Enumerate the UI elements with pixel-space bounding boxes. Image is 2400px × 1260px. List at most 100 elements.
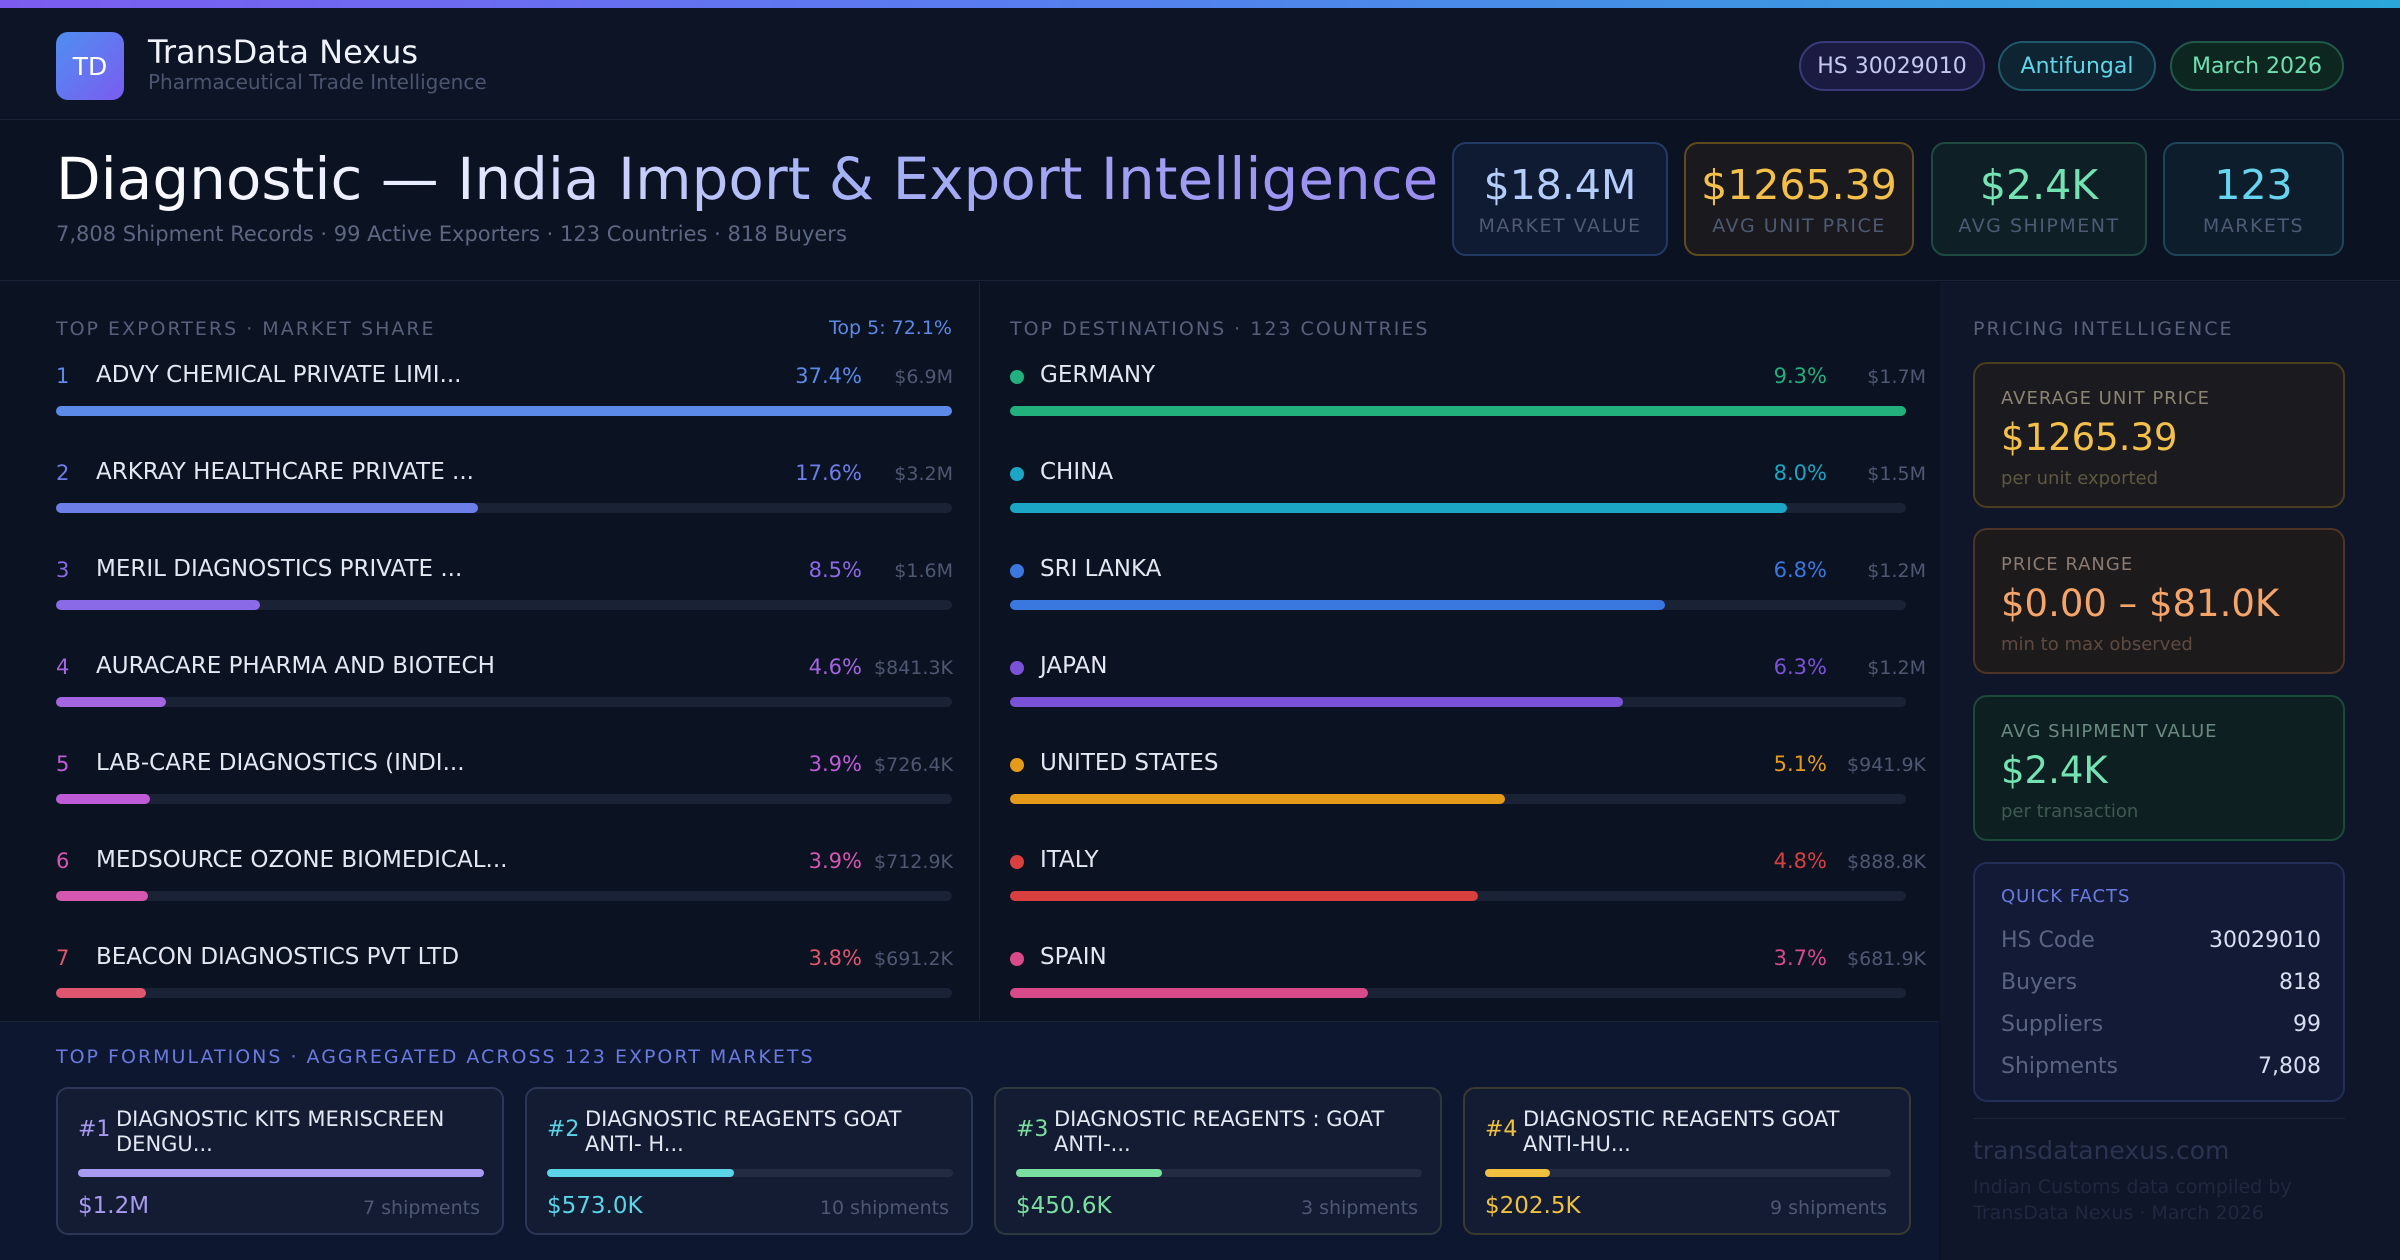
formulation-rank: #2 [547, 1117, 580, 1142]
kpi-avg-unit-price: $1265.39 AVG UNIT PRICE [1684, 142, 1914, 256]
country-value: $1.2M [1867, 560, 1926, 582]
kpi-market-value: $18.4M MARKET VALUE [1452, 142, 1668, 256]
exporter-value: $726.4K [874, 754, 953, 776]
formulation-share-bar [547, 1169, 734, 1177]
fact-value: 99 [2293, 1012, 2321, 1037]
country-value: $681.9K [1847, 948, 1926, 970]
category-tag[interactable]: Antifungal [1998, 41, 2156, 91]
exporter-share-bar [56, 697, 166, 707]
exporter-rank: 5 [56, 752, 70, 776]
country-share-bar [1010, 600, 1665, 610]
exporter-share-bar [56, 406, 952, 416]
kpi-label: AVG UNIT PRICE [1712, 215, 1886, 237]
destination-row[interactable]: SRI LANKA 6.8% $1.2M [981, 556, 1939, 618]
country-share-track [1010, 406, 1906, 416]
exporter-share-pct: 3.8% [808, 946, 862, 970]
country-color-dot [1010, 370, 1024, 384]
formulation-rank: #3 [1016, 1117, 1049, 1142]
country-color-dot [1010, 564, 1024, 578]
country-share-track [1010, 794, 1906, 804]
kpi-avg-shipment: $2.4K AVG SHIPMENT [1931, 142, 2147, 256]
destination-row[interactable]: GERMANY 9.3% $1.7M [981, 362, 1939, 424]
exporter-share-pct: 8.5% [808, 558, 862, 582]
exporter-row[interactable]: 4 AURACARE PHARMA AND BIOTECH 4.6% $841.3K [0, 653, 980, 715]
period-tag[interactable]: March 2026 [2170, 41, 2344, 91]
destination-row[interactable]: SPAIN 3.7% $681.9K [981, 944, 1939, 1006]
country-share-pct: 6.8% [1773, 558, 1827, 582]
country-value: $888.8K [1847, 851, 1926, 873]
brand-subtitle: Pharmaceutical Trade Intelligence [148, 70, 487, 94]
country-share-bar [1010, 988, 1368, 998]
destination-row[interactable]: ITALY 4.8% $888.8K [981, 847, 1939, 909]
exporter-row[interactable]: 1 ADVY CHEMICAL PRIVATE LIMI... 37.4% $6.9M [0, 362, 980, 424]
country-value: $1.5M [1867, 463, 1926, 485]
exporter-share-pct: 3.9% [808, 849, 862, 873]
exporter-rank: 4 [56, 655, 70, 679]
kpi-markets: 123 MARKETS [2163, 142, 2344, 256]
country-name: GERMANY [1040, 362, 1156, 388]
exporter-row[interactable]: 3 MERIL DIAGNOSTICS PRIVATE ... 8.5% $1.6M [0, 556, 980, 618]
exporter-name: AURACARE PHARMA AND BIOTECH [96, 653, 495, 679]
country-share-bar [1010, 697, 1623, 707]
formulation-share-track [1485, 1169, 1891, 1177]
formulation-card[interactable]: #1 DIAGNOSTIC KITS MERISCREEN DENGU... $1.… [56, 1087, 504, 1235]
formulations-title: TOP FORMULATIONS · AGGREGATED ACROSS 123… [56, 1046, 815, 1068]
fact-key: HS Code [2001, 928, 2095, 953]
card-label: QUICK FACTS [2001, 886, 2131, 907]
country-color-dot [1010, 467, 1024, 481]
exporter-share-track [56, 406, 952, 416]
country-share-pct: 3.7% [1773, 946, 1827, 970]
formulation-rank: #4 [1485, 1117, 1518, 1142]
country-color-dot [1010, 952, 1024, 966]
destination-row[interactable]: UNITED STATES 5.1% $941.9K [981, 750, 1939, 812]
exporter-share-bar [56, 600, 260, 610]
country-share-track [1010, 600, 1906, 610]
exporter-row[interactable]: 2 ARKRAY HEALTHCARE PRIVATE ... 17.6% $3.2M [0, 459, 980, 521]
exporter-share-bar [56, 503, 478, 513]
card-label: AVG SHIPMENT VALUE [2001, 721, 2218, 742]
kpi-label: MARKET VALUE [1478, 215, 1642, 237]
formulation-shipments: 7 shipments [363, 1197, 480, 1219]
price-range-card: PRICE RANGE $0.00 – $81.0K min to max ob… [1973, 528, 2345, 674]
kpi-value: $2.4K [1979, 161, 2099, 209]
avg-unit-price-card: AVERAGE UNIT PRICE $1265.39 per unit exp… [1973, 362, 2345, 508]
exporter-name: ARKRAY HEALTHCARE PRIVATE ... [96, 459, 474, 485]
kpi-value: $18.4M [1483, 161, 1637, 209]
exporter-share-track [56, 794, 952, 804]
exporter-row[interactable]: 6 MEDSOURCE OZONE BIOMEDICAL... 3.9% $712.9… [0, 847, 980, 909]
formulation-card[interactable]: #3 DIAGNOSTIC REAGENTS : GOAT ANTI-... $45… [994, 1087, 1442, 1235]
formulation-share-bar [1016, 1169, 1162, 1177]
destination-row[interactable]: JAPAN 6.3% $1.2M [981, 653, 1939, 715]
country-share-track [1010, 988, 1906, 998]
footer-note: Indian Customs data compiled by TransDat… [1973, 1176, 2292, 1224]
formulation-card[interactable]: #2 DIAGNOSTIC REAGENTS GOAT ANTI- H... $57… [525, 1087, 973, 1235]
formulation-shipments: 3 shipments [1301, 1197, 1418, 1219]
exporters-top5-summary: Top 5: 72.1% [829, 317, 952, 339]
brand-title: TransData Nexus [148, 33, 419, 71]
card-value: $2.4K [2001, 749, 2108, 792]
country-value: $1.7M [1867, 366, 1926, 388]
exporter-row[interactable]: 7 BEACON DIAGNOSTICS PVT LTD 3.8% $691.2K [0, 944, 980, 1006]
card-note: min to max observed [2001, 634, 2193, 655]
country-share-pct: 4.8% [1773, 849, 1827, 873]
exporter-row[interactable]: 5 LAB-CARE DIAGNOSTICS (INDI... 3.9% $726.4… [0, 750, 980, 812]
formulation-share-bar [1485, 1169, 1550, 1177]
kpi-label: AVG SHIPMENT [1958, 215, 2120, 237]
footer-site[interactable]: transdatanexus.com [1973, 1136, 2230, 1165]
country-name: SPAIN [1040, 944, 1107, 970]
destination-row[interactable]: CHINA 8.0% $1.5M [981, 459, 1939, 521]
card-note: per transaction [2001, 801, 2139, 822]
country-share-track [1010, 697, 1906, 707]
brand-logo[interactable]: TD [56, 32, 124, 100]
avg-shipment-card: AVG SHIPMENT VALUE $2.4K per transaction [1973, 695, 2345, 841]
fact-key: Suppliers [2001, 1012, 2104, 1037]
formulation-card[interactable]: #4 DIAGNOSTIC REAGENTS GOAT ANTI-HU... $20… [1463, 1087, 1911, 1235]
formulation-share-track [547, 1169, 953, 1177]
exporter-share-track [56, 600, 952, 610]
exporter-share-track [56, 697, 952, 707]
exporter-share-pct: 37.4% [795, 364, 862, 388]
hs-code-tag[interactable]: HS 30029010 [1799, 41, 1985, 91]
country-name: ITALY [1040, 847, 1099, 873]
exporter-share-bar [56, 891, 148, 901]
country-share-pct: 9.3% [1773, 364, 1827, 388]
